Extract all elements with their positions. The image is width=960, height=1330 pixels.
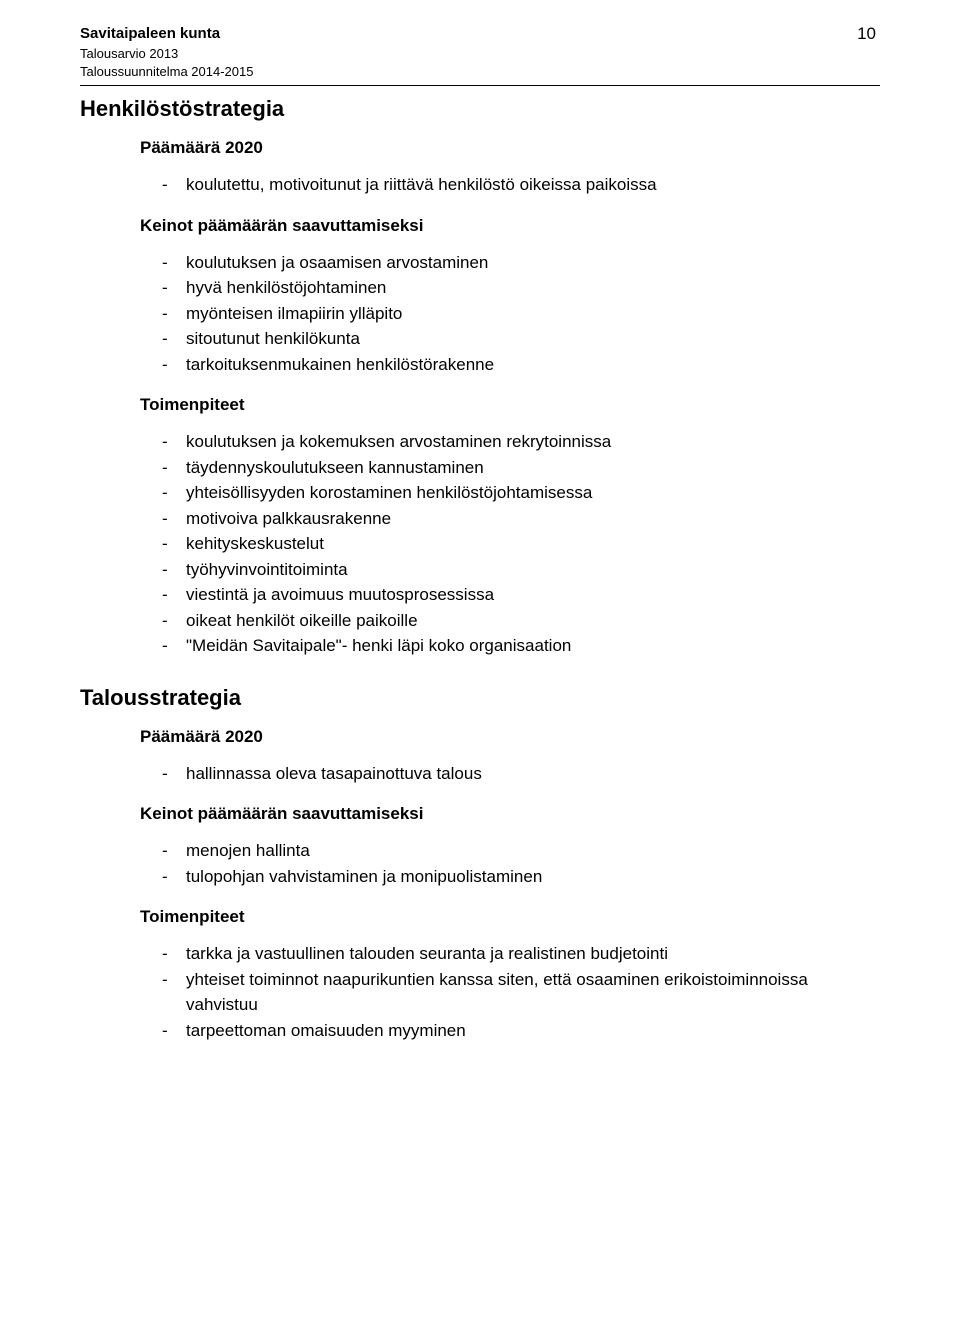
list-item: yhteiset toiminnot naapurikuntien kanssa… [162, 967, 880, 1018]
list-item: "Meidän Savitaipale"- henki läpi koko or… [162, 633, 880, 659]
page-container: Savitaipaleen kunta Talousarvio 2013 Tal… [0, 0, 960, 1101]
header-rule [80, 85, 880, 86]
list-item: myönteisen ilmapiirin ylläpito [162, 301, 880, 327]
list-item: tarpeettoman omaisuuden myyminen [162, 1018, 880, 1044]
header-left-block: Savitaipaleen kunta Talousarvio 2013 Tal… [80, 24, 253, 81]
list-item: menojen hallinta [162, 838, 880, 864]
sub-heading: Päämäärä 2020 [140, 138, 880, 158]
list-item: hallinnassa oleva tasapainottuva talous [162, 761, 880, 787]
list-item: koulutuksen ja osaamisen arvostaminen [162, 250, 880, 276]
list-item: oikeat henkilöt oikeille paikoille [162, 608, 880, 634]
section-title-talous: Talousstrategia [80, 685, 880, 711]
header-sub1: Talousarvio 2013 [80, 46, 253, 63]
header-row: Savitaipaleen kunta Talousarvio 2013 Tal… [80, 24, 880, 81]
bullet-list: tarkka ja vastuullinen talouden seuranta… [140, 941, 880, 1043]
bullet-list: menojen hallinta tulopohjan vahvistamine… [140, 838, 880, 889]
list-item: koulutettu, motivoitunut ja riittävä hen… [162, 172, 880, 198]
sub-heading: Keinot päämäärän saavuttamiseksi [140, 216, 880, 236]
section-body-talous: Päämäärä 2020 hallinnassa oleva tasapain… [140, 727, 880, 1044]
list-item: hyvä henkilöstöjohtaminen [162, 275, 880, 301]
header-title: Savitaipaleen kunta [80, 24, 253, 44]
bullet-list: koulutuksen ja osaamisen arvostaminen hy… [140, 250, 880, 378]
list-item: viestintä ja avoimuus muutosprosessissa [162, 582, 880, 608]
list-item: tulopohjan vahvistaminen ja monipuolista… [162, 864, 880, 890]
list-item: koulutuksen ja kokemuksen arvostaminen r… [162, 429, 880, 455]
header-sub2: Taloussuunnitelma 2014-2015 [80, 64, 253, 81]
sub-heading: Keinot päämäärän saavuttamiseksi [140, 804, 880, 824]
sub-heading: Toimenpiteet [140, 907, 880, 927]
bullet-list: koulutettu, motivoitunut ja riittävä hen… [140, 172, 880, 198]
list-item: yhteisöllisyyden korostaminen henkilöstö… [162, 480, 880, 506]
bullet-list: koulutuksen ja kokemuksen arvostaminen r… [140, 429, 880, 659]
section-title-henkilosto: Henkilöstöstrategia [80, 96, 880, 122]
list-item: työhyvinvointitoiminta [162, 557, 880, 583]
section-body-henkilosto: Päämäärä 2020 koulutettu, motivoitunut j… [140, 138, 880, 659]
list-item: tarkka ja vastuullinen talouden seuranta… [162, 941, 880, 967]
list-item: sitoutunut henkilökunta [162, 326, 880, 352]
list-item: täydennyskoulutukseen kannustaminen [162, 455, 880, 481]
bullet-list: hallinnassa oleva tasapainottuva talous [140, 761, 880, 787]
list-item: motivoiva palkkausrakenne [162, 506, 880, 532]
list-item: tarkoituksenmukainen henkilöstörakenne [162, 352, 880, 378]
sub-heading: Päämäärä 2020 [140, 727, 880, 747]
list-item: kehityskeskustelut [162, 531, 880, 557]
page-number: 10 [857, 24, 880, 44]
sub-heading: Toimenpiteet [140, 395, 880, 415]
